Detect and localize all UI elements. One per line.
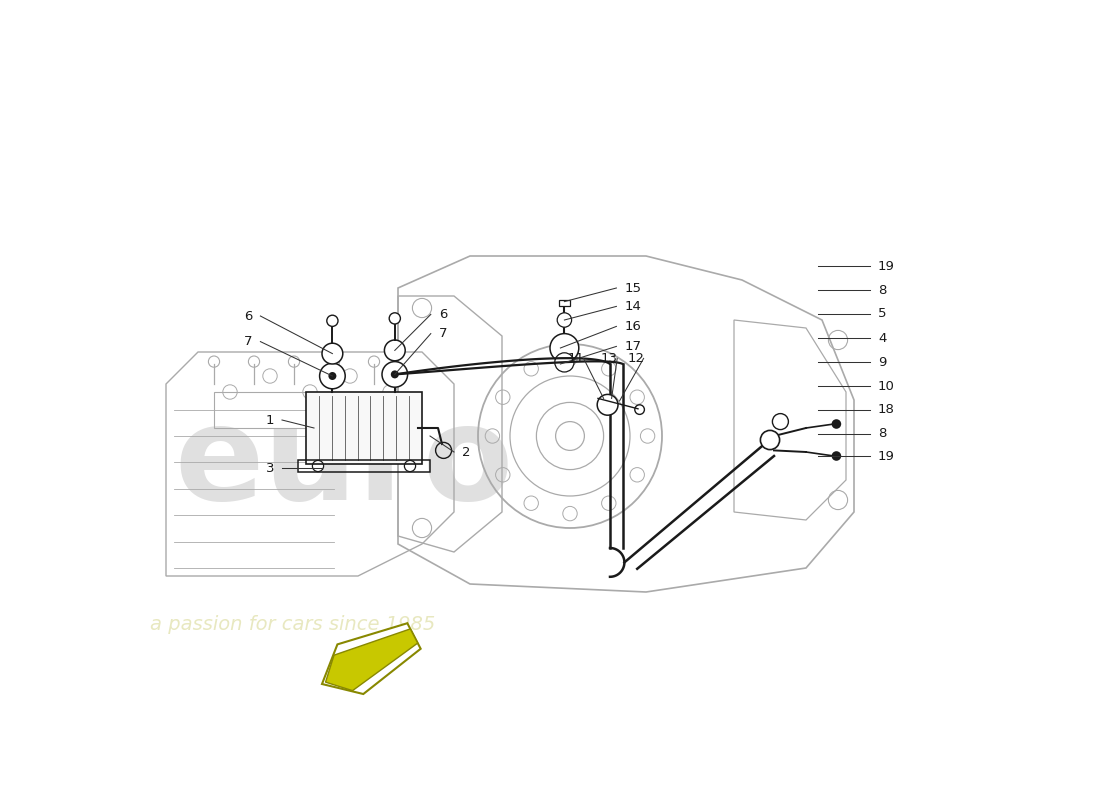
Circle shape [389, 313, 400, 324]
Text: 4: 4 [878, 332, 887, 345]
Circle shape [384, 340, 405, 361]
Circle shape [597, 394, 618, 415]
Circle shape [390, 370, 399, 378]
Circle shape [832, 451, 842, 461]
Circle shape [329, 372, 337, 380]
Text: 12: 12 [627, 352, 645, 365]
Text: 19: 19 [878, 260, 895, 273]
Circle shape [558, 313, 572, 327]
Circle shape [550, 334, 579, 362]
Text: 14: 14 [625, 300, 641, 313]
Circle shape [772, 414, 789, 430]
Text: euro: euro [174, 401, 514, 527]
Text: 2: 2 [462, 446, 471, 458]
Text: 18: 18 [878, 403, 895, 416]
Circle shape [322, 343, 343, 364]
Bar [559, 300, 570, 306]
Text: 8: 8 [878, 427, 887, 440]
Circle shape [832, 419, 842, 429]
Circle shape [327, 315, 338, 326]
Text: 3: 3 [265, 462, 274, 474]
Text: 5: 5 [878, 307, 887, 320]
Text: 16: 16 [625, 320, 641, 333]
Text: 7: 7 [244, 335, 252, 348]
Circle shape [760, 430, 780, 450]
Text: 6: 6 [439, 308, 448, 321]
Polygon shape [326, 629, 418, 690]
Text: 9: 9 [878, 356, 887, 369]
Circle shape [554, 353, 574, 372]
Text: 15: 15 [625, 282, 641, 294]
Text: 1: 1 [265, 414, 274, 426]
Polygon shape [322, 623, 420, 694]
Bar [214, 392, 390, 428]
Text: 10: 10 [878, 380, 895, 393]
Text: 17: 17 [625, 340, 641, 353]
Circle shape [382, 362, 408, 387]
Text: 8: 8 [878, 284, 887, 297]
Circle shape [320, 363, 345, 389]
Text: 19: 19 [878, 450, 895, 462]
Text: 7: 7 [439, 327, 448, 340]
Text: a passion for cars since 1985: a passion for cars since 1985 [150, 614, 436, 634]
Text: 13: 13 [601, 352, 618, 365]
Bar [306, 392, 422, 464]
Bar [298, 460, 430, 472]
Text: 11: 11 [568, 352, 584, 365]
Text: 6: 6 [244, 310, 252, 322]
